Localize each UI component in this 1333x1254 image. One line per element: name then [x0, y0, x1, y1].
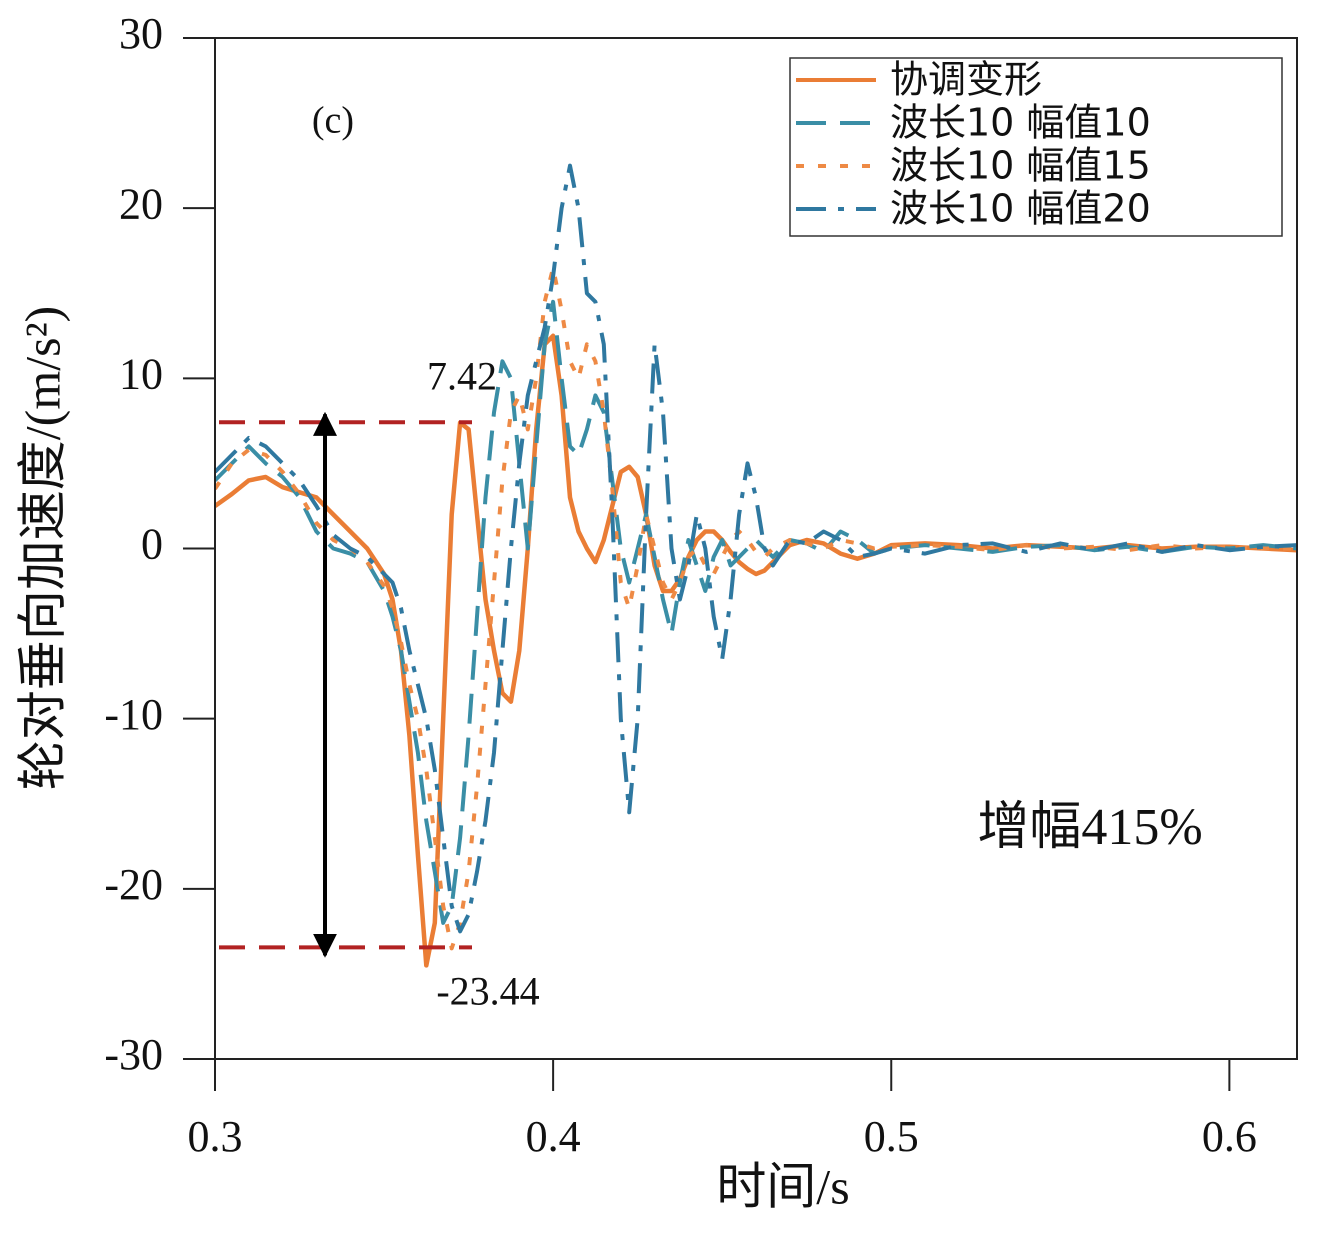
y-tick-label: 30	[119, 9, 163, 58]
series-line	[215, 163, 1297, 934]
x-tick-label: 0.3	[188, 1112, 243, 1161]
legend-label: 波长10 幅值20	[890, 187, 1151, 231]
series-line	[215, 265, 1297, 951]
legend-box	[789, 57, 1283, 237]
series-line	[215, 333, 1297, 968]
y-tick-label: 20	[119, 179, 163, 228]
y-tick-label: 10	[119, 349, 163, 398]
y-tick-label: -30	[104, 1030, 163, 1079]
y-tick-label: -10	[104, 690, 163, 739]
y-tick-label: -20	[104, 860, 163, 909]
x-axis-label: 时间/s	[716, 1158, 849, 1214]
x-tick-label: 0.4	[526, 1112, 581, 1161]
annotation: 增幅415%	[977, 799, 1202, 856]
value-label: 7.42	[427, 353, 497, 398]
y-axis-label: 轮对垂向加速度/(m/s²)	[14, 306, 70, 790]
value-label: -23.44	[436, 969, 539, 1014]
y-tick-label: 0	[141, 520, 163, 569]
legend-label: 波长10 幅值15	[890, 144, 1151, 188]
plot-area	[215, 163, 1297, 968]
panel-label: (c)	[312, 100, 354, 142]
legend-label: 波长10 幅值10	[890, 101, 1151, 145]
x-tick-label: 0.5	[864, 1112, 919, 1161]
legend-label: 协调变形	[890, 58, 1042, 102]
plot-frame	[214, 37, 1298, 1060]
x-tick-label: 0.6	[1202, 1112, 1257, 1161]
